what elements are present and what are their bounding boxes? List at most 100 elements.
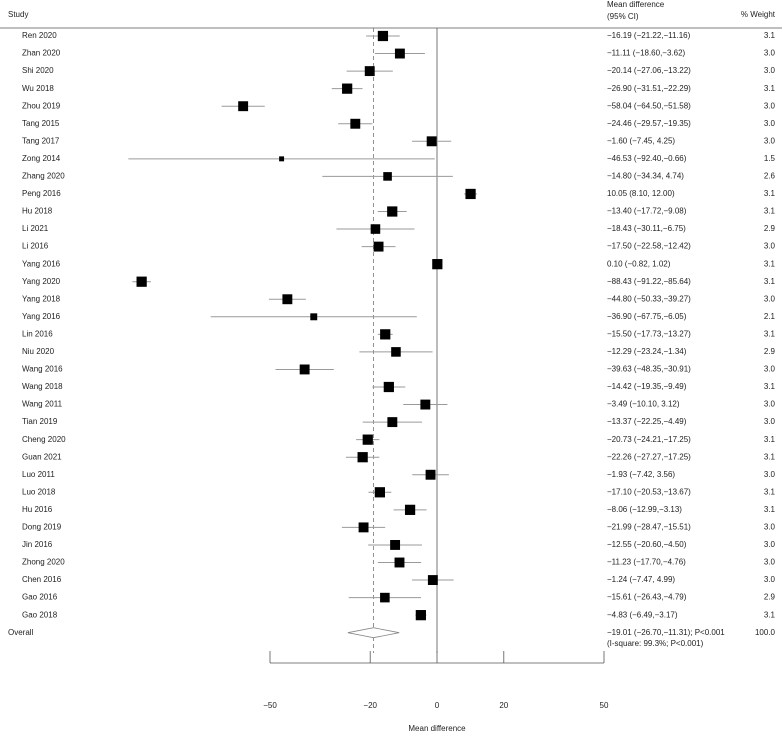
study-label: Niu 2020 <box>22 347 55 356</box>
estimate-label: −15.61 (−26.43,−4.79) <box>607 593 687 602</box>
weight-label: 3.0 <box>764 294 776 303</box>
weight-label: 2.1 <box>764 312 776 321</box>
estimate-label: −13.40 (−17.72,−9.08) <box>607 207 687 216</box>
study-label: Gao 2018 <box>22 610 58 619</box>
weight-label: 3.1 <box>764 505 776 514</box>
point-estimate <box>136 276 147 287</box>
estimate-label: −16.19 (−21.22,−11.16) <box>607 31 691 40</box>
point-estimate <box>374 487 386 498</box>
study-label: Tang 2017 <box>22 136 60 145</box>
study-label: Dong 2019 <box>22 523 62 532</box>
weight-label: 3.0 <box>764 400 776 409</box>
point-estimate <box>427 575 438 585</box>
weight-label: 3.0 <box>764 540 776 549</box>
weight-label: 3.1 <box>764 259 776 268</box>
study-label: Cheng 2020 <box>22 435 66 444</box>
study-label: Shi 2020 <box>22 66 54 75</box>
weight-label: 3.1 <box>764 31 776 40</box>
point-estimate <box>387 417 398 428</box>
weight-label: 2.9 <box>764 347 776 356</box>
point-estimate <box>380 592 390 603</box>
weight-label: 2.6 <box>764 172 776 181</box>
weight-label: 3.1 <box>764 487 776 496</box>
point-estimate <box>420 399 431 410</box>
weight-header: % Weight <box>741 10 776 19</box>
study-label: Guan 2021 <box>22 452 62 461</box>
study-label: Zhou 2019 <box>22 101 61 110</box>
point-estimate <box>383 172 392 181</box>
estimate-label: −11.23 (−17.70,−4.76) <box>607 558 686 567</box>
study-label: Chen 2016 <box>22 575 62 584</box>
weight-label: 3.0 <box>764 119 776 128</box>
point-estimate <box>465 188 476 200</box>
estimate-label: −4.83 (−6.49,−3.17) <box>607 610 678 619</box>
study-label: Ren 2020 <box>22 31 57 40</box>
estimate-label: −13.37 (−22.25,−4.49) <box>607 417 687 426</box>
point-estimate <box>357 452 368 463</box>
weight-label: 1.5 <box>764 154 776 163</box>
point-estimate <box>342 83 353 94</box>
estimate-label: −20.14 (−27.06,−13.22) <box>607 66 691 75</box>
x-tick-label: 20 <box>499 701 508 710</box>
point-estimate <box>238 101 249 112</box>
point-estimate <box>350 118 361 129</box>
estimate-label: −44.80 (−50.33,−39.27) <box>607 294 691 303</box>
study-label: Luo 2011 <box>22 470 55 479</box>
study-label: Zhong 2020 <box>22 558 65 567</box>
weight-label: 3.0 <box>764 365 776 374</box>
point-estimate <box>310 313 318 321</box>
point-estimate <box>279 156 285 162</box>
study-label: Lin 2016 <box>22 329 53 338</box>
point-estimate <box>373 241 384 252</box>
weight-label: 3.0 <box>764 101 776 110</box>
estimate-label: −22.26 (−27.27,−17.25) <box>607 452 691 461</box>
point-estimate <box>425 469 436 480</box>
estimate-label: −12.29 (−23.24,−1.34) <box>607 347 687 356</box>
point-estimate <box>282 294 293 305</box>
study-label: Wang 2011 <box>22 400 63 409</box>
overall-label: Overall <box>8 628 34 637</box>
study-label: Yang 2020 <box>22 277 61 286</box>
weight-label: 3.1 <box>764 84 776 93</box>
x-tick-label: −20 <box>363 701 377 710</box>
estimate-label: −21.99 (−28.47,−15.51) <box>607 523 691 532</box>
estimate-label: −11.11 (−18.60,−3.62) <box>607 49 686 58</box>
estimate-label: −12.55 (−20.60,−4.50) <box>607 540 687 549</box>
study-label: Peng 2016 <box>22 189 61 198</box>
point-estimate <box>377 30 389 42</box>
point-estimate <box>394 48 405 59</box>
weight-label: 3.0 <box>764 575 776 584</box>
point-estimate <box>383 381 394 393</box>
study-label: Jin 2016 <box>22 540 53 549</box>
point-estimate <box>391 347 401 357</box>
overall-diamond <box>347 627 400 639</box>
study-label: Li 2016 <box>22 242 49 251</box>
study-label: Wang 2016 <box>22 365 63 374</box>
overall-note: (I-square: 99.3%; P<0.001) <box>607 639 704 648</box>
weight-label: 3.0 <box>764 242 776 251</box>
point-estimate <box>380 329 391 340</box>
estimate-header: Mean difference <box>607 0 665 9</box>
estimate-label: −18.43 (−30.11,−6.75) <box>607 224 686 233</box>
weight-label: 3.0 <box>764 558 776 567</box>
point-estimate <box>387 206 398 217</box>
estimate-label: −14.42 (−19.35,−9.49) <box>607 382 687 391</box>
estimate-label: −1.60 (−7.45, 4.25) <box>607 136 675 145</box>
estimate-label: −1.24 (−7.47, 4.99) <box>607 575 675 584</box>
estimate-label: −36.90 (−67.75,−6.05) <box>607 312 687 321</box>
point-estimate <box>362 434 373 445</box>
overall-weight: 100.0 <box>755 628 776 637</box>
weight-label: 3.1 <box>764 435 776 444</box>
estimate-label: −26.90 (−31.51,−22.29) <box>607 84 691 93</box>
point-estimate <box>404 504 416 515</box>
study-label: Li 2021 <box>22 224 49 233</box>
x-axis-label: Mean difference <box>408 724 466 733</box>
study-label: Hu 2016 <box>22 505 53 514</box>
overall-estimate: −19.01 (−26.70,−11.31); P<0.001 <box>607 628 725 637</box>
weight-label: 3.0 <box>764 136 776 145</box>
estimate-label: −14.80 (−34.34, 4.74) <box>607 172 684 181</box>
estimate-label: −58.04 (−64.50,−51.58) <box>607 101 691 110</box>
estimate-label: −39.63 (−48.35,−30.91) <box>607 365 691 374</box>
study-label: Luo 2018 <box>22 487 56 496</box>
